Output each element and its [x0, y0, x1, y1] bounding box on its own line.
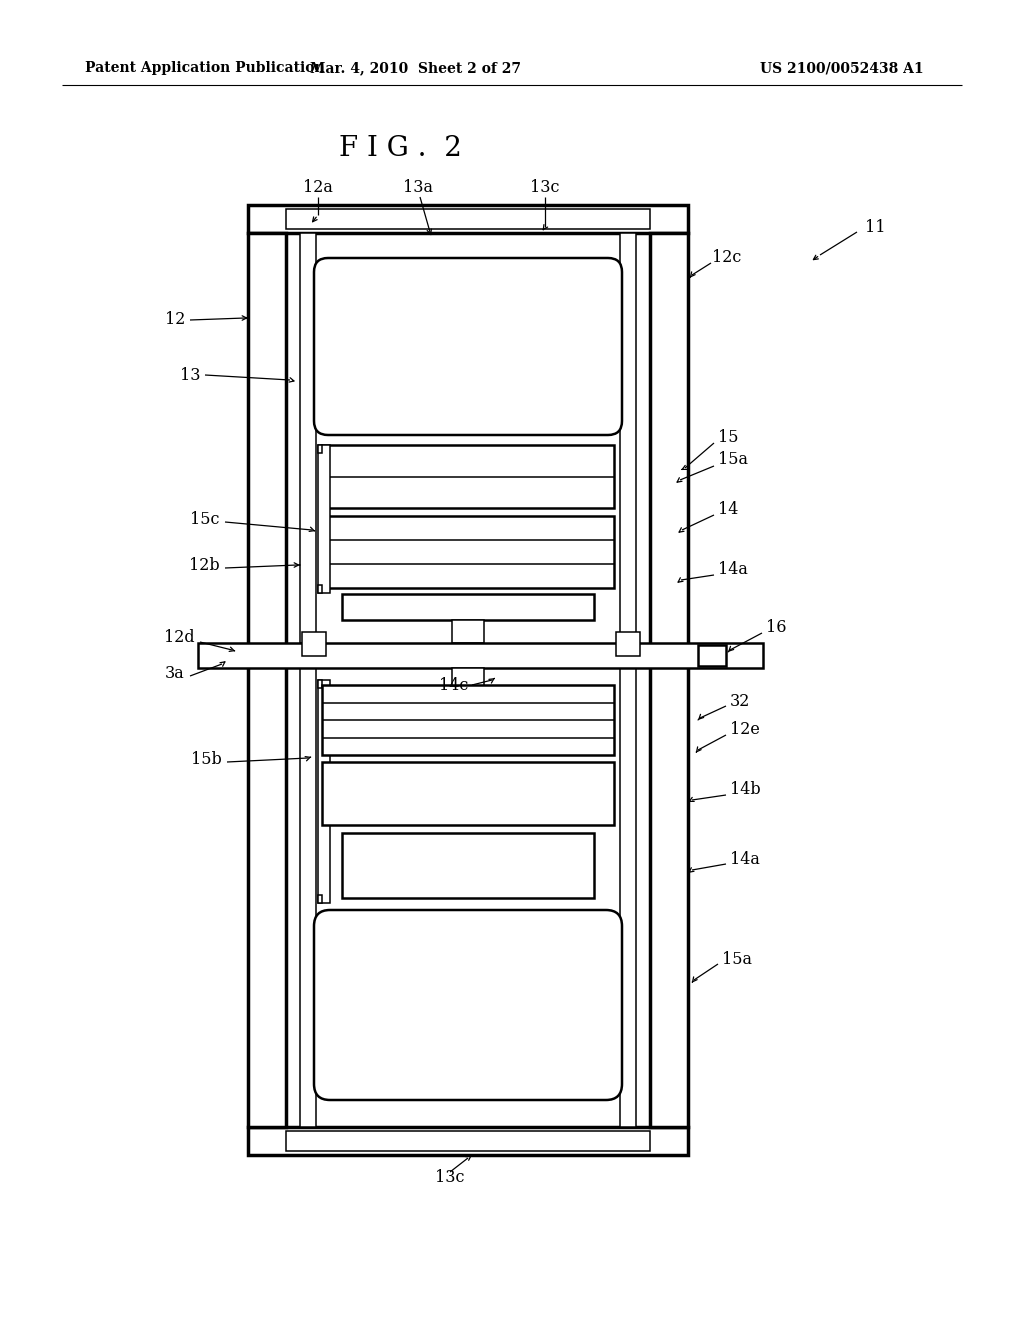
- Text: 14a: 14a: [730, 851, 760, 869]
- Bar: [620, 668, 636, 1127]
- Bar: [198, 643, 763, 668]
- Text: 13c: 13c: [435, 1170, 465, 1187]
- Bar: [302, 632, 326, 656]
- Text: 13a: 13a: [403, 180, 433, 197]
- Text: 12c: 12c: [712, 249, 741, 267]
- Bar: [616, 632, 640, 656]
- Bar: [318, 895, 322, 903]
- Text: Mar. 4, 2010  Sheet 2 of 27: Mar. 4, 2010 Sheet 2 of 27: [309, 61, 520, 75]
- Bar: [322, 685, 614, 755]
- Text: 15a: 15a: [722, 952, 752, 969]
- Text: 13: 13: [179, 367, 200, 384]
- Text: 12a: 12a: [303, 180, 333, 197]
- Text: 14: 14: [718, 502, 738, 519]
- Bar: [248, 1127, 688, 1155]
- Text: 15b: 15b: [191, 751, 222, 768]
- Text: F I G .  2: F I G . 2: [339, 135, 462, 161]
- Text: 14a: 14a: [718, 561, 748, 578]
- Text: 3a: 3a: [165, 664, 185, 681]
- Text: 15a: 15a: [718, 451, 748, 469]
- Bar: [322, 516, 614, 587]
- Bar: [650, 234, 688, 1127]
- Bar: [248, 234, 286, 1127]
- FancyBboxPatch shape: [314, 257, 622, 436]
- Text: 12d: 12d: [165, 630, 195, 647]
- Bar: [452, 668, 484, 685]
- Text: 12e: 12e: [730, 722, 760, 738]
- Text: 13c: 13c: [530, 180, 560, 197]
- Bar: [318, 445, 322, 453]
- FancyBboxPatch shape: [314, 909, 622, 1100]
- Bar: [286, 1131, 650, 1151]
- Text: 11: 11: [865, 219, 886, 236]
- Text: 32: 32: [730, 693, 751, 710]
- Text: Patent Application Publication: Patent Application Publication: [85, 61, 325, 75]
- Bar: [322, 762, 614, 825]
- Bar: [342, 594, 594, 620]
- Text: 12: 12: [165, 312, 185, 329]
- Text: 15: 15: [718, 429, 738, 446]
- Bar: [322, 445, 614, 508]
- Text: US 2100/0052438 A1: US 2100/0052438 A1: [760, 61, 924, 75]
- Text: 14c: 14c: [438, 677, 468, 694]
- Bar: [286, 209, 650, 228]
- Bar: [698, 645, 726, 667]
- Bar: [318, 680, 322, 688]
- Bar: [300, 234, 316, 643]
- Text: 15c: 15c: [190, 511, 220, 528]
- Bar: [452, 620, 484, 643]
- Bar: [248, 205, 688, 234]
- Bar: [300, 668, 316, 1127]
- Bar: [342, 833, 594, 898]
- Bar: [318, 445, 330, 593]
- Text: 14b: 14b: [730, 781, 761, 799]
- Bar: [318, 680, 330, 903]
- Text: 12b: 12b: [189, 557, 220, 573]
- Bar: [620, 234, 636, 643]
- Bar: [318, 585, 322, 593]
- Text: 16: 16: [766, 619, 786, 635]
